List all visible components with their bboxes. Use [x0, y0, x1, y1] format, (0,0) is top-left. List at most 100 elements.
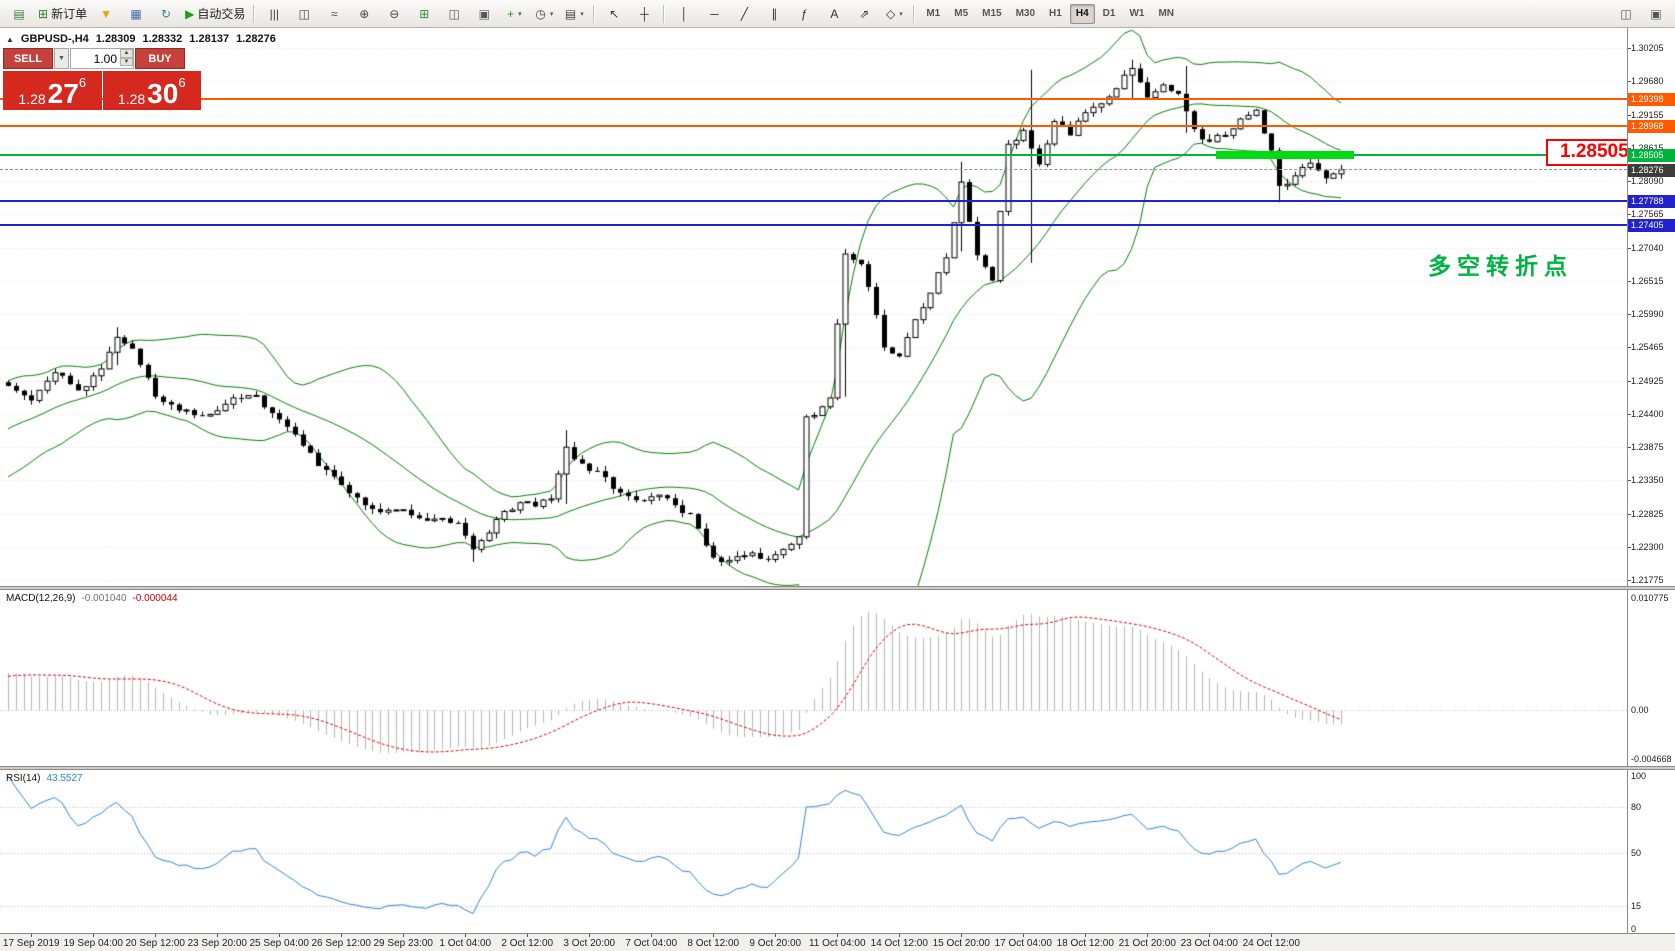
- price-level-label-1.27405: 1.27405: [1628, 218, 1675, 232]
- annotation-text[interactable]: 多空转折点: [1428, 253, 1573, 279]
- volume-down-button[interactable]: ▼: [120, 57, 133, 66]
- volume-stepper: ▲ ▼: [120, 49, 133, 66]
- shapes-icon: ◇: [885, 6, 896, 21]
- periods-button[interactable]: ◷ ▾: [529, 2, 559, 26]
- price-tick-mark: [1628, 48, 1631, 49]
- sell-button[interactable]: SELL: [3, 48, 53, 69]
- time-tick-mark: [589, 934, 591, 937]
- crosshair-icon: ┼: [640, 6, 649, 21]
- support-highlight-segment[interactable]: [1216, 151, 1354, 159]
- sell-price-pips: 27: [47, 78, 79, 110]
- timeframe-w1-button[interactable]: W1: [1129, 8, 1145, 19]
- candle-chart-button[interactable]: ◫: [289, 2, 319, 26]
- app-chart-button[interactable]: ▤: [4, 2, 34, 26]
- one-click-trading-widget: SELL ▼ ▲ ▼ BUY 1.28 27 6 1.2: [3, 48, 201, 110]
- order-dropdown-button[interactable]: ▼: [54, 48, 69, 69]
- volume-up-button[interactable]: ▲: [120, 49, 133, 58]
- tile-windows-button[interactable]: ◫: [439, 2, 469, 26]
- volume-input[interactable]: [70, 48, 134, 69]
- price-level-line-1.27788[interactable]: [0, 199, 1627, 202]
- toolbar-separator: [593, 4, 596, 23]
- shapes-button[interactable]: ◇ ▾: [879, 2, 909, 26]
- price-tick-mark: [1628, 447, 1631, 448]
- timeframe-m1-button[interactable]: M1: [926, 8, 941, 19]
- time-tick-mark: [1271, 934, 1273, 937]
- toolbar-separator: [663, 4, 666, 23]
- price-tick-mark: [1628, 181, 1631, 182]
- sell-price-prefix: 1.28: [18, 91, 46, 107]
- new-order-button-label: 新订单: [51, 7, 88, 21]
- zoom-out-icon: ⊖: [389, 6, 400, 21]
- price-tick-label: 1.29680: [1631, 76, 1664, 87]
- fibonacci-button[interactable]: ƒ: [789, 2, 819, 26]
- price-tick-label: 1.29155: [1631, 109, 1664, 120]
- buy-price-box[interactable]: 1.28 30 6: [102, 71, 201, 110]
- timeframe-h1-button[interactable]: H1: [1049, 8, 1062, 19]
- trendline-button[interactable]: ╱: [729, 2, 759, 26]
- channel-button[interactable]: ∥: [759, 2, 789, 26]
- price-tick-mark: [1628, 580, 1631, 581]
- bar-chart-button[interactable]: |||: [259, 2, 289, 26]
- channel-icon: ∥: [771, 6, 778, 21]
- time-axis-label: 19 Sep 04:00: [63, 938, 124, 949]
- price-tick-mark: [1628, 480, 1631, 482]
- zoom-out-button[interactable]: ⊖: [379, 2, 409, 26]
- crosshair-button[interactable]: ┼: [629, 2, 659, 26]
- price-level-line-1.27405[interactable]: [0, 223, 1627, 226]
- price-tick-label: 1.26515: [1631, 275, 1664, 286]
- timeframe-h4-button[interactable]: H4: [1069, 3, 1095, 24]
- timeframe-mn-button[interactable]: MN: [1158, 8, 1174, 19]
- price-tick-mark: [1628, 81, 1631, 83]
- text-button[interactable]: A: [819, 2, 849, 26]
- collapse-icon[interactable]: ▲: [6, 34, 14, 44]
- cascade-windows-button[interactable]: ▣: [469, 2, 499, 26]
- arrows-button[interactable]: ⇗: [849, 2, 879, 26]
- timeframe-m5-button[interactable]: M5: [954, 8, 969, 19]
- price-level-line-1.28276[interactable]: [0, 169, 1627, 171]
- sell-price-box[interactable]: 1.28 27 6: [3, 71, 102, 110]
- price-tick-mark: [1628, 513, 1631, 515]
- chart-symbol-header: ▲ GBPUSD-,H4 1.28309 1.28332 1.28137 1.2…: [6, 33, 276, 45]
- buy-price-prefix: 1.28: [117, 91, 146, 107]
- refresh-button[interactable]: ↻: [151, 2, 181, 26]
- timeframe-m30-button[interactable]: M30: [1015, 8, 1036, 19]
- price-axis[interactable]: 1.30205 1.29680 1.29155 1.28615 1.28090 1.275…: [1627, 28, 1675, 934]
- rsi-axis-50: 50: [1631, 847, 1642, 858]
- price-tick-label: 1.23350: [1631, 475, 1664, 486]
- time-axis[interactable]: 17 Sep 2019 19 Sep 04:00 20 Sep 12:00 23 Se…: [0, 933, 1675, 951]
- vertical-line-button[interactable]: │: [669, 2, 699, 26]
- bar-chart-icon: |||: [269, 6, 279, 21]
- profiles-button[interactable]: ▦: [121, 2, 151, 26]
- price-level-label-1.27788: 1.27788: [1628, 194, 1675, 208]
- templates-button[interactable]: ▤ ▾: [559, 2, 589, 26]
- zoom-in-button[interactable]: ⊕: [349, 2, 379, 26]
- time-tick-mark: [341, 934, 343, 937]
- price-tick-mark: [1628, 147, 1631, 149]
- grid-button[interactable]: ⊞: [409, 2, 439, 26]
- funnel-button[interactable]: ▼: [91, 2, 121, 26]
- macd-axis-bottom: -0.004668: [1631, 754, 1672, 764]
- timeframe-m15-button[interactable]: M15: [982, 8, 1002, 19]
- new-order-button[interactable]: ⊞ 新订单: [34, 2, 91, 26]
- rsi-panel-splitter[interactable]: [0, 766, 1675, 770]
- sell-price-point: 6: [78, 75, 87, 90]
- time-axis-label: 23 Oct 04:00: [1180, 938, 1238, 949]
- line-chart-button[interactable]: ≈: [319, 2, 349, 26]
- auto-trading-button[interactable]: ▶ 自动交易: [181, 2, 249, 26]
- price-tick-label: 1.23875: [1631, 442, 1664, 452]
- horizontal-line-button[interactable]: ─: [699, 2, 729, 26]
- timeframe-d1-button[interactable]: D1: [1102, 8, 1116, 19]
- indicators-button[interactable]: + ▾: [499, 2, 529, 26]
- ohlc-open: 1.28309: [95, 33, 136, 45]
- arrange-windows-button[interactable]: ▣: [1641, 2, 1671, 26]
- dropdown-arrow-icon: ▾: [518, 10, 522, 18]
- price-level-line-1.28505[interactable]: [0, 154, 1627, 157]
- buy-button[interactable]: BUY: [135, 48, 185, 69]
- price-level-line-1.28968[interactable]: [0, 125, 1627, 128]
- price-level-line-1.29398[interactable]: [0, 97, 1627, 100]
- new-chart-window-button[interactable]: ◫: [1611, 2, 1641, 26]
- macd-panel-splitter[interactable]: [0, 586, 1675, 590]
- cursor-button[interactable]: ↖: [599, 2, 629, 26]
